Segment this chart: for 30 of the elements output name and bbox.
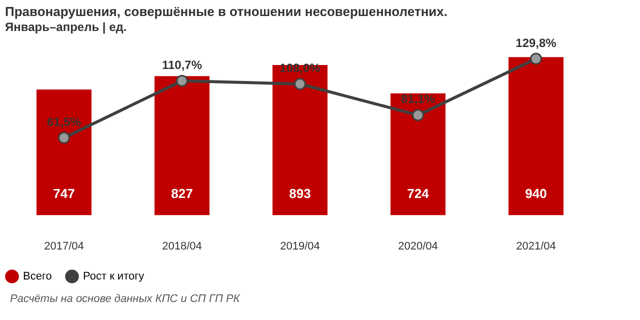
data-label: 110,7% — [162, 58, 202, 72]
point — [176, 74, 188, 87]
bar — [154, 76, 210, 216]
data-label: 129,8% — [516, 36, 557, 50]
x-tick-label: 2018/04 — [162, 240, 202, 252]
bar — [508, 57, 564, 216]
data-label: 108,0% — [280, 61, 321, 75]
point — [412, 109, 424, 122]
chart-subtitle: Январь–апрель | ед. — [5, 20, 127, 34]
text: Расчёты на основе данных КПС и СП ГП РК — [9, 292, 241, 307]
data-label: 893 — [289, 186, 311, 202]
data-label: 724 — [407, 186, 430, 202]
point — [530, 52, 542, 65]
x-tick-label: 2017/04 — [44, 240, 84, 252]
data-label: 827 — [171, 186, 193, 202]
x-tick-label: 2020/04 — [398, 240, 438, 252]
bar — [36, 90, 92, 216]
chart-title: Правонарушения, совершённые в отношении несовершеннолетних. — [5, 4, 448, 19]
data-label: 81,1% — [400, 92, 436, 106]
point — [58, 132, 70, 144]
data-label: 747 — [53, 186, 75, 202]
legend-label: Рост к итогу — [83, 270, 145, 282]
x-tick-label: 2019/04 — [280, 240, 320, 252]
legend-label: Всего — [23, 270, 52, 282]
data-label: 940 — [525, 186, 547, 202]
bar — [390, 93, 446, 216]
x-tick-label: 2021/04 — [516, 240, 556, 252]
point — [294, 78, 306, 90]
data-label: 61,5% — [46, 114, 82, 129]
bar — [272, 64, 328, 216]
